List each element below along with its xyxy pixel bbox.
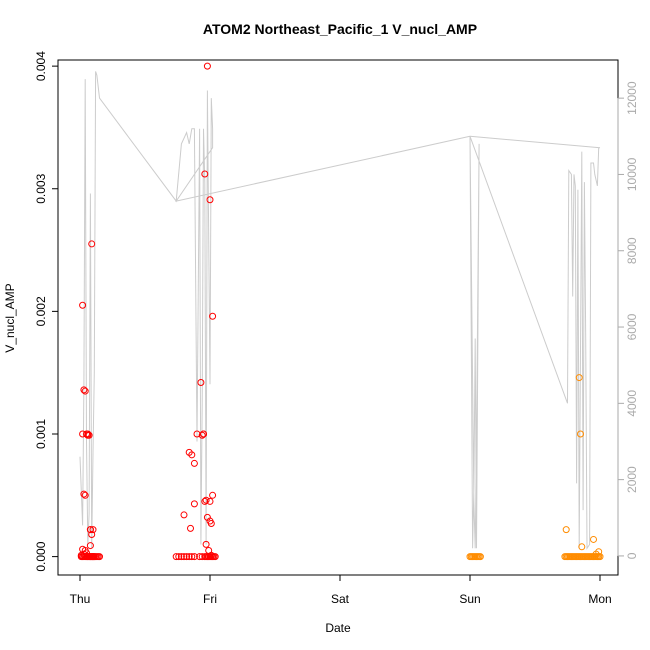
data-point [79, 301, 87, 309]
y2-tick-label: 2000 [625, 466, 639, 493]
data-point [206, 196, 214, 204]
series-layer [77, 62, 604, 561]
data-point [85, 431, 93, 439]
x-tick-label: Thu [70, 592, 91, 606]
data-point [86, 526, 94, 534]
data-point [207, 520, 215, 527]
data-point [175, 553, 183, 561]
data-point [187, 524, 194, 532]
data-point [592, 550, 600, 558]
y2-tick-label: 10000 [625, 157, 639, 191]
data-point [211, 553, 219, 561]
data-point [88, 240, 96, 248]
y-tick-label: 0.003 [34, 173, 48, 203]
data-point [590, 535, 597, 543]
data-point [206, 497, 214, 505]
data-point [80, 490, 88, 498]
data-point [81, 387, 89, 395]
y-axis-label: V_nucl_AMP [3, 283, 17, 352]
data-point [89, 553, 97, 561]
data-point [185, 553, 193, 561]
data-point [183, 553, 191, 561]
y2-tick-label: 8000 [625, 237, 639, 264]
data-point [476, 553, 484, 561]
x-axis: Thu Fri Sat Sun Mon [70, 574, 612, 606]
y2-tick-label: 6000 [625, 313, 639, 340]
y2-tick-label: 12000 [625, 81, 639, 115]
data-point [190, 459, 198, 467]
x-tick-label: Mon [588, 592, 611, 606]
data-point [203, 62, 211, 70]
data-point [77, 551, 85, 559]
plot-frame [57, 59, 619, 576]
x-tick-label: Sat [331, 592, 350, 606]
data-point [190, 500, 198, 508]
y2-tick-label: 4000 [625, 390, 639, 417]
data-point [202, 540, 210, 548]
data-point [209, 491, 217, 499]
y-axis-left: 0.000 0.001 0.002 0.003 0.004 [34, 51, 59, 572]
data-point [575, 374, 583, 382]
y2-tick-label: 0 [625, 552, 639, 559]
data-point [81, 491, 89, 499]
data-point [79, 430, 87, 438]
data-point [198, 431, 206, 439]
x-tick-label: Sun [459, 592, 480, 606]
data-point [185, 448, 193, 456]
data-point [190, 553, 198, 561]
data-point [578, 543, 586, 551]
y-tick-label: 0.001 [34, 419, 48, 449]
y-tick-label: 0.002 [34, 296, 48, 326]
data-point [177, 553, 185, 561]
data-point [86, 542, 94, 550]
chart-title: ATOM2 Northeast_Pacific_1 V_nucl_AMP [203, 21, 477, 37]
data-point [188, 553, 196, 561]
x-tick-label: Fri [203, 592, 217, 606]
data-point [201, 497, 209, 505]
data-point [180, 553, 188, 561]
series-line [79, 71, 601, 550]
data-point [577, 430, 584, 438]
data-point [180, 511, 188, 519]
data-point [201, 170, 209, 178]
data-point [80, 386, 88, 394]
y-tick-label: 0.000 [34, 541, 48, 571]
data-point [209, 312, 217, 320]
data-point [88, 531, 96, 539]
data-point [562, 526, 570, 534]
y-tick-label: 0.004 [34, 51, 48, 81]
data-point [89, 526, 97, 534]
data-point [200, 430, 207, 438]
data-point [172, 553, 180, 561]
data-point [84, 430, 92, 438]
data-point [202, 496, 210, 504]
data-point [207, 551, 215, 559]
y-axis-right: 0 2000 4000 6000 8000 10000 12000 [617, 81, 639, 559]
data-point [197, 378, 205, 386]
x-axis-label: Date [325, 621, 351, 635]
